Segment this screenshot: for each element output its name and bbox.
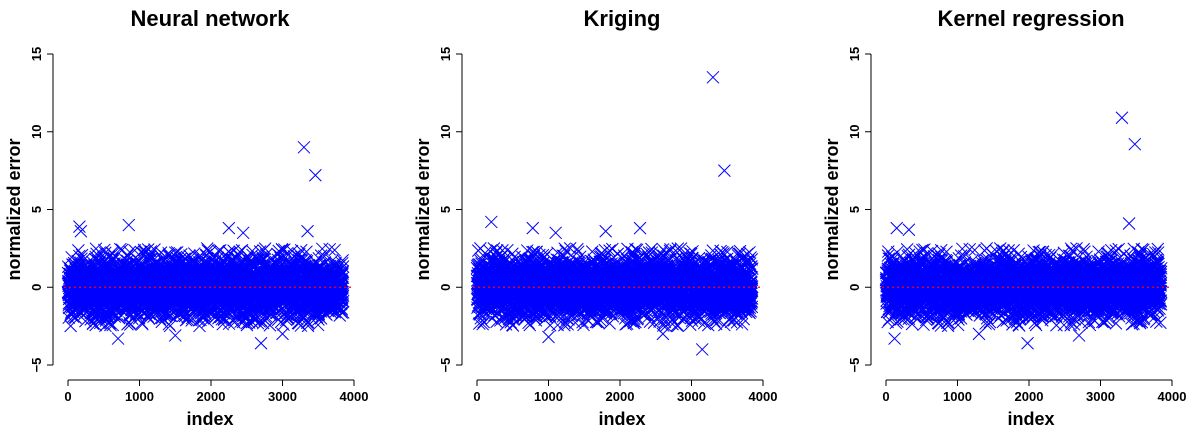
outlier-point xyxy=(302,225,314,237)
data-points xyxy=(471,71,758,355)
x-tick-label: 1000 xyxy=(125,389,154,404)
data-point xyxy=(116,244,128,256)
y-tick-label: 10 xyxy=(438,125,453,139)
x-tick-label: 2000 xyxy=(197,389,226,404)
y-tick-label: 15 xyxy=(29,47,44,61)
x-tick-label: 1000 xyxy=(534,389,563,404)
x-axis-label: index xyxy=(186,409,233,429)
y-axis-label: normalized error xyxy=(413,138,433,280)
x-tick-label: 3000 xyxy=(268,389,297,404)
chart-title: Kriging xyxy=(584,6,661,31)
outlier-point xyxy=(112,333,124,345)
x-tick-label: 0 xyxy=(64,389,71,404)
x-tick-label: 2000 xyxy=(606,389,635,404)
outlier-point xyxy=(298,141,310,153)
outlier-point xyxy=(237,227,249,239)
x-tick-label: 3000 xyxy=(677,389,706,404)
x-tick-label: 4000 xyxy=(749,389,778,404)
outlier-point xyxy=(309,169,321,181)
y-tick-label: 15 xyxy=(438,47,453,61)
panel-2: Kriging 0 1000 2000 3000 4000 index −5 0 5 10 15 nor… xyxy=(413,6,777,429)
x-tick-label: 4000 xyxy=(340,389,369,404)
data-point xyxy=(201,243,213,255)
panel-1: Neural network 0 1000 2000 3000 4000 index −5 0 5… xyxy=(4,6,368,429)
y-tick-label: 0 xyxy=(29,284,44,291)
outlier-point xyxy=(123,219,135,231)
x-axis-label: index xyxy=(598,409,645,429)
y-tick-label: 0 xyxy=(438,284,453,291)
data-point xyxy=(214,244,226,256)
y-tick-label: −5 xyxy=(438,358,453,373)
data-point xyxy=(259,243,271,255)
x-tick-label: 0 xyxy=(473,389,480,404)
y-tick-label: 5 xyxy=(29,206,44,213)
y-tick-label: 10 xyxy=(29,125,44,139)
outlier-point xyxy=(73,221,85,233)
outlier-point xyxy=(255,337,267,349)
y-tick-label: 5 xyxy=(438,206,453,213)
chart-title: Neural network xyxy=(131,6,291,31)
outlier-point xyxy=(223,222,235,234)
outlier-point xyxy=(75,225,87,237)
y-axis-label: normalized error xyxy=(4,138,24,280)
outlier-point xyxy=(277,328,289,340)
y-tick-label: −5 xyxy=(29,358,44,373)
data-points xyxy=(62,141,349,349)
